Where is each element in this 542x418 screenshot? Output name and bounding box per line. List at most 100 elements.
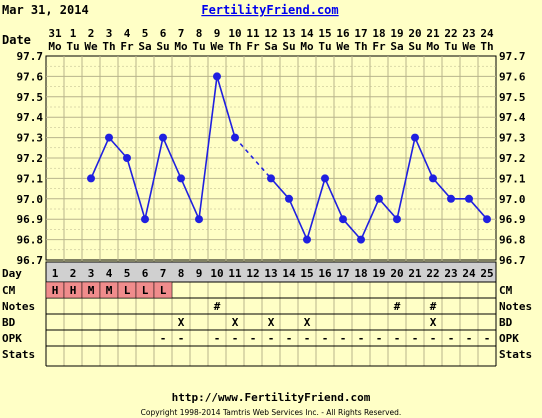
date-tick: 14 bbox=[300, 27, 314, 40]
opk-mark: - bbox=[412, 332, 419, 345]
cycle-day: 23 bbox=[444, 267, 457, 280]
bd-label-right: BD bbox=[499, 316, 513, 329]
opk-mark: - bbox=[214, 332, 221, 345]
weekday-tick: Tu bbox=[192, 40, 205, 53]
y-tick-left: 96.8 bbox=[17, 234, 44, 247]
bd-label-left: BD bbox=[2, 316, 16, 329]
cycle-day: 6 bbox=[142, 267, 149, 280]
temperature-point bbox=[321, 174, 329, 183]
cycle-day: 25 bbox=[480, 267, 493, 280]
temperature-point bbox=[411, 133, 419, 142]
y-tick-left: 96.7 bbox=[17, 254, 44, 267]
notes-label-left: Notes bbox=[2, 300, 35, 313]
weekday-tick: Mo bbox=[174, 40, 188, 53]
opk-mark: - bbox=[394, 332, 401, 345]
date-tick: 19 bbox=[390, 27, 403, 40]
temperature-gap-segment bbox=[234, 137, 272, 179]
temperature-segment bbox=[414, 137, 434, 179]
temperature-segment bbox=[378, 198, 398, 220]
cycle-day: 10 bbox=[210, 267, 223, 280]
y-tick-left: 97.0 bbox=[17, 193, 44, 206]
weekday-tick: Fr bbox=[246, 40, 260, 53]
opk-mark: - bbox=[178, 332, 185, 345]
footer-url[interactable]: http://www.FertilityFriend.com bbox=[172, 391, 371, 404]
cycle-day: 13 bbox=[264, 267, 277, 280]
temperature-segment bbox=[468, 198, 488, 220]
opk-mark: - bbox=[286, 332, 293, 345]
temperature-point bbox=[303, 235, 311, 244]
y-tick-right: 97.0 bbox=[499, 193, 526, 206]
temperature-point bbox=[123, 154, 131, 162]
temperature-point bbox=[213, 72, 221, 81]
date-tick: 2 bbox=[88, 27, 95, 40]
cycle-day: 4 bbox=[106, 267, 113, 280]
cm-value: L bbox=[142, 284, 149, 297]
chart-date: Mar 31, 2014 bbox=[2, 3, 89, 17]
cycle-day: 24 bbox=[462, 267, 476, 280]
notes-label-right: Notes bbox=[499, 300, 532, 313]
cycle-day: 15 bbox=[300, 267, 313, 280]
weekday-tick: We bbox=[210, 40, 224, 53]
cycle-day: 8 bbox=[178, 267, 185, 280]
cm-value: H bbox=[70, 284, 77, 297]
opk-label-right: OPK bbox=[499, 332, 519, 345]
weekday-tick: Sa bbox=[264, 40, 277, 53]
bd-mark: X bbox=[178, 316, 185, 329]
opk-mark: - bbox=[340, 332, 347, 345]
temperature-point bbox=[447, 194, 455, 203]
weekday-tick: Tu bbox=[444, 40, 457, 53]
y-tick-right: 96.7 bbox=[499, 254, 526, 267]
cycle-day: 11 bbox=[228, 267, 242, 280]
weekday-tick: Th bbox=[480, 40, 493, 53]
weekday-tick: We bbox=[84, 40, 98, 53]
temperature-point bbox=[231, 133, 239, 142]
y-tick-left: 97.5 bbox=[17, 91, 44, 104]
temperature-point bbox=[357, 235, 365, 244]
weekday-tick: Su bbox=[282, 40, 295, 53]
date-label-left: Date bbox=[2, 33, 31, 47]
temperature-segment bbox=[306, 178, 326, 240]
opk-mark: - bbox=[304, 332, 311, 345]
date-tick: 31 bbox=[48, 27, 62, 40]
weekday-tick: Su bbox=[156, 40, 169, 53]
cycle-day: 19 bbox=[372, 267, 385, 280]
temperature-segment bbox=[342, 218, 362, 241]
opk-mark: - bbox=[448, 332, 455, 345]
cm-label-left: CM bbox=[2, 284, 16, 297]
opk-mark: - bbox=[250, 332, 257, 345]
temperature-point bbox=[177, 174, 185, 183]
date-tick: 16 bbox=[336, 27, 350, 40]
temperature-point bbox=[465, 194, 473, 203]
bd-mark: X bbox=[268, 316, 275, 329]
temperature-segment bbox=[360, 198, 380, 240]
site-link[interactable]: FertilityFriend.com bbox=[201, 3, 338, 17]
date-tick: 18 bbox=[372, 27, 385, 40]
date-tick: 12 bbox=[264, 27, 277, 40]
date-tick: 10 bbox=[228, 27, 241, 40]
temperature-segment bbox=[324, 178, 344, 220]
weekday-tick: Mo bbox=[426, 40, 440, 53]
weekday-tick: Su bbox=[408, 40, 421, 53]
opk-mark: - bbox=[232, 332, 239, 345]
date-tick: 3 bbox=[106, 27, 113, 40]
date-tick: 21 bbox=[426, 27, 440, 40]
bd-mark: X bbox=[430, 316, 437, 329]
temperature-point bbox=[483, 215, 491, 224]
stats-label-right: Stats bbox=[499, 348, 532, 361]
footer-copyright: Copyright 1998-2014 Tamtris Web Services… bbox=[141, 408, 402, 417]
temperature-segment bbox=[108, 137, 128, 159]
opk-mark: - bbox=[268, 332, 275, 345]
cycle-day: 7 bbox=[160, 267, 167, 280]
cycle-day: 14 bbox=[282, 267, 296, 280]
cm-value: L bbox=[124, 284, 131, 297]
opk-mark: - bbox=[430, 332, 437, 345]
opk-mark: - bbox=[466, 332, 473, 345]
bd-mark: X bbox=[304, 316, 311, 329]
y-tick-left: 97.3 bbox=[17, 132, 44, 145]
weekday-tick: Mo bbox=[300, 40, 314, 53]
temperature-point bbox=[339, 215, 347, 224]
cm-value: M bbox=[106, 284, 113, 297]
weekday-tick: Mo bbox=[48, 40, 62, 53]
opk-mark: - bbox=[358, 332, 365, 345]
cycle-day: 20 bbox=[390, 267, 403, 280]
